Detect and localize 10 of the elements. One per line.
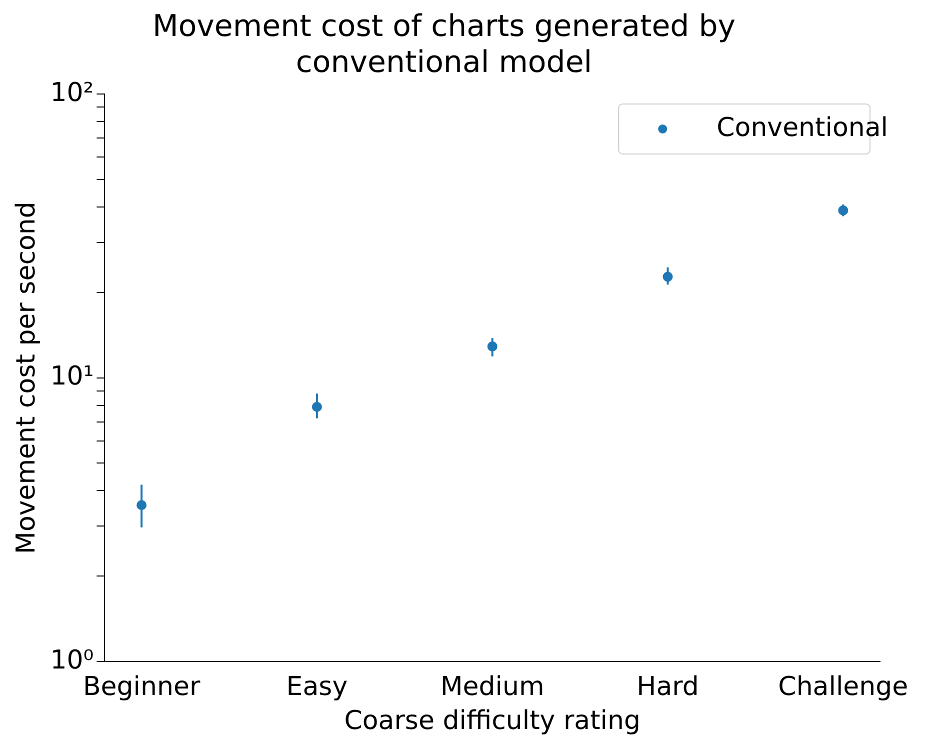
y-tick-label: 10¹ xyxy=(50,362,94,392)
chart-title: Movement cost of charts generated by conventional model xyxy=(152,8,736,80)
x-tick-label: Easy xyxy=(286,672,348,702)
x-tick-label: Hard xyxy=(636,672,699,702)
y-tick-label: 10² xyxy=(50,78,94,108)
x-axis-title: Coarse difficulty rating xyxy=(344,706,640,736)
legend-label: Conventional xyxy=(716,112,888,143)
x-tick-label: Medium xyxy=(440,672,544,702)
y-axis-title: Movement cost per second xyxy=(11,202,42,554)
x-tick-label: Challenge xyxy=(778,672,908,702)
